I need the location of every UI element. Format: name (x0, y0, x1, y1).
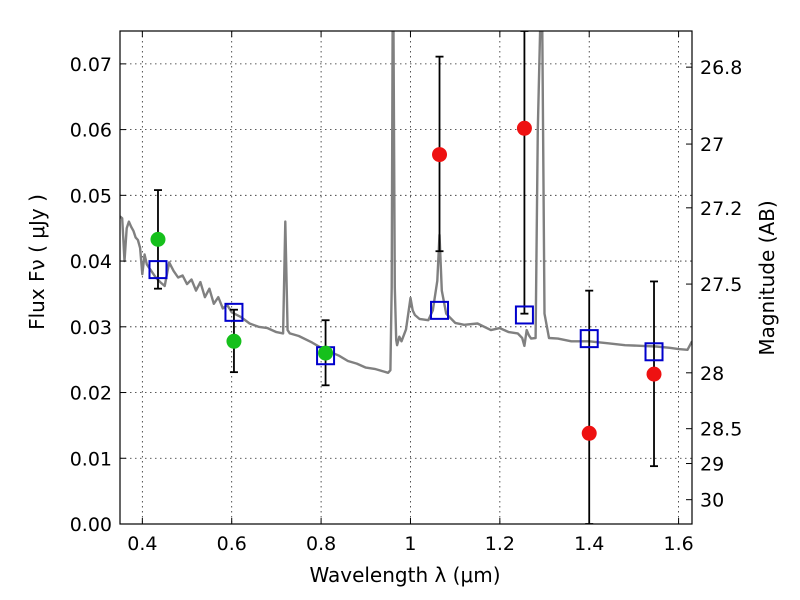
x-tick-label: 1.2 (485, 533, 515, 555)
model-sed-line (120, 31, 692, 374)
x-tick-label: 1.4 (574, 533, 604, 555)
detection-point (150, 231, 166, 247)
plot-area (120, 31, 692, 524)
nondetection-point (646, 366, 662, 382)
right-tick-label: 28 (700, 363, 724, 385)
y-tick-label: 0.05 (70, 185, 112, 207)
x-tick-label: 1 (404, 533, 416, 555)
y-tick-label: 0.00 (70, 514, 112, 536)
right-tick-label: 27.5 (700, 274, 742, 296)
nondetection-point (581, 425, 597, 441)
nondetection-point (432, 147, 448, 163)
y-tick-label: 0.07 (70, 54, 112, 76)
detection-point (318, 345, 334, 361)
right-tick-label: 27 (700, 134, 724, 156)
model-photometry-square (579, 329, 599, 349)
x-tick-label: 0.8 (306, 533, 336, 555)
detection-point (226, 333, 242, 349)
ticks: 0.4 0.6 0.8 1 1.2 1.4 1.6 0.00 0.01 0.02 0.03 0.04 0… (70, 31, 742, 555)
x-tick-label: 1.6 (663, 533, 693, 555)
y-tick-label: 0.06 (70, 120, 112, 142)
y-tick-label: 0.01 (70, 448, 112, 470)
right-tick-label: 30 (700, 490, 724, 512)
model-photometry-square (148, 260, 168, 280)
model-photometry-square (644, 342, 664, 362)
x-tick-label: 0.4 (127, 533, 157, 555)
x-tick-label: 0.6 (217, 533, 247, 555)
plot-frame (119, 30, 693, 525)
right-tick-label: 29 (700, 454, 724, 476)
y-tick-label: 0.04 (70, 251, 112, 273)
model-photometry-square (514, 305, 534, 325)
y-tick-label: 0.02 (70, 383, 112, 405)
y-axis-label: Flux Fν ( μJy ) (25, 194, 49, 330)
model-photometry-square (430, 300, 450, 320)
y-axis-right-label: Magnitude (AB) (755, 200, 779, 355)
x-axis-label: Wavelength λ (μm) (309, 563, 500, 587)
right-tick-label: 27.2 (700, 198, 742, 220)
model-photometry-square (224, 302, 244, 322)
y-tick-label: 0.03 (70, 317, 112, 339)
nondetection-point (516, 120, 532, 136)
right-tick-label: 28.5 (700, 419, 742, 441)
right-tick-label: 26.8 (700, 57, 742, 79)
